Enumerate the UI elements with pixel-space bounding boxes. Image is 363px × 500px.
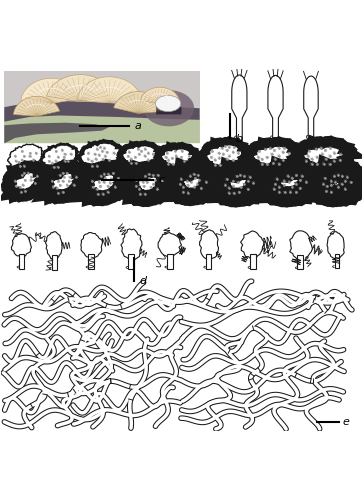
Polygon shape xyxy=(158,232,182,258)
Text: e: e xyxy=(342,417,349,427)
Polygon shape xyxy=(83,167,127,198)
Polygon shape xyxy=(47,74,114,102)
Polygon shape xyxy=(4,122,109,144)
Polygon shape xyxy=(335,254,339,268)
Polygon shape xyxy=(4,111,200,144)
Polygon shape xyxy=(7,166,44,196)
Polygon shape xyxy=(241,231,264,258)
Polygon shape xyxy=(41,144,78,171)
Text: c: c xyxy=(158,175,164,185)
Polygon shape xyxy=(52,255,57,270)
Text: a: a xyxy=(134,122,141,132)
Polygon shape xyxy=(297,255,303,270)
Ellipse shape xyxy=(143,90,194,126)
Polygon shape xyxy=(297,142,351,169)
Polygon shape xyxy=(21,78,81,104)
Polygon shape xyxy=(45,232,62,259)
Polygon shape xyxy=(171,168,215,197)
Polygon shape xyxy=(156,106,182,114)
Text: d: d xyxy=(140,276,147,286)
Polygon shape xyxy=(77,77,141,103)
Polygon shape xyxy=(268,76,283,142)
Polygon shape xyxy=(202,140,247,170)
Polygon shape xyxy=(200,230,219,260)
Polygon shape xyxy=(81,232,102,257)
Ellipse shape xyxy=(155,96,181,112)
Polygon shape xyxy=(119,143,161,167)
Polygon shape xyxy=(206,254,211,269)
Polygon shape xyxy=(128,254,134,269)
Polygon shape xyxy=(4,71,200,144)
Polygon shape xyxy=(327,232,344,258)
Polygon shape xyxy=(314,170,359,196)
Polygon shape xyxy=(140,88,179,104)
Polygon shape xyxy=(114,92,163,114)
Polygon shape xyxy=(232,75,247,142)
Polygon shape xyxy=(11,234,32,256)
Polygon shape xyxy=(13,96,60,116)
Polygon shape xyxy=(126,168,170,198)
Polygon shape xyxy=(88,254,94,268)
Polygon shape xyxy=(78,141,122,171)
Polygon shape xyxy=(265,168,316,197)
Text: b: b xyxy=(236,134,243,143)
Polygon shape xyxy=(216,170,262,198)
Polygon shape xyxy=(167,254,173,268)
Polygon shape xyxy=(44,166,84,197)
Polygon shape xyxy=(19,254,24,268)
Polygon shape xyxy=(158,146,197,168)
Polygon shape xyxy=(304,76,318,142)
Polygon shape xyxy=(121,229,142,260)
Polygon shape xyxy=(250,254,256,269)
Polygon shape xyxy=(8,144,43,170)
Polygon shape xyxy=(247,142,299,169)
Polygon shape xyxy=(4,101,200,121)
Polygon shape xyxy=(290,231,313,261)
